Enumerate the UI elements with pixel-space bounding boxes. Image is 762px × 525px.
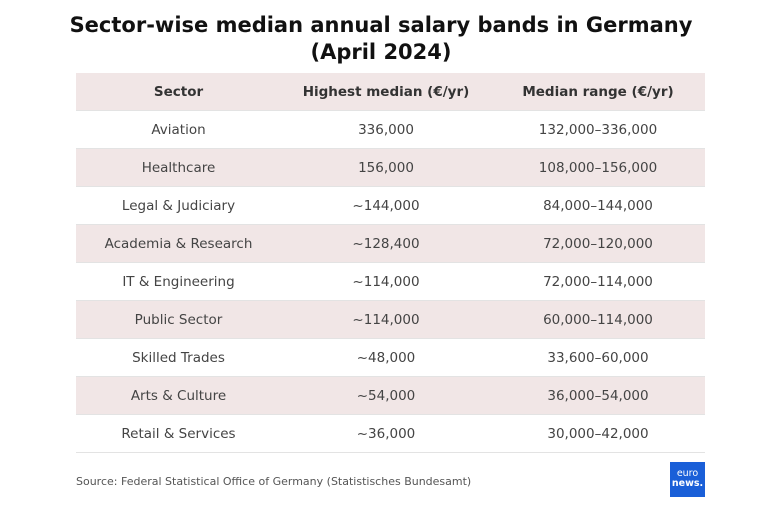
table-row: Legal & Judiciary ~144,000 84,000–144,000: [76, 186, 705, 225]
highest-median-cell: 156,000: [281, 148, 491, 187]
highest-median-cell: ~128,400: [281, 224, 491, 263]
sector-cell: Skilled Trades: [76, 338, 281, 377]
median-range-cell: 36,000–54,000: [491, 376, 705, 415]
table-body: Aviation 336,000 132,000–336,000 Healthcare…: [76, 110, 705, 453]
source-note: Source: Federal Statistical Office of Ge…: [76, 475, 472, 488]
table-header-row: Sector Highest median (€/yr) Median rang…: [76, 73, 705, 111]
logo-text-line-2: news.: [671, 478, 704, 489]
table-row: Academia & Research ~128,400 72,000–120,00…: [76, 224, 705, 263]
table-row: Healthcare 156,000 108,000–156,000: [76, 148, 705, 187]
salary-table: Sector Highest median (€/yr) Median rang…: [76, 73, 705, 453]
sector-cell: Retail & Services: [76, 414, 281, 453]
highest-median-cell: ~114,000: [281, 262, 491, 301]
logo-text-line-1: euro: [676, 468, 699, 479]
median-range-cell: 132,000–336,000: [491, 110, 705, 149]
euronews-logo: euro news.: [670, 462, 705, 497]
column-header-highest-median: Highest median (€/yr): [281, 73, 491, 111]
chart-title-line-2: (April 2024): [310, 40, 452, 64]
chart-title: Sector-wise median annual salary bands i…: [0, 12, 762, 66]
highest-median-cell: ~54,000: [281, 376, 491, 415]
highest-median-cell: ~144,000: [281, 186, 491, 225]
median-range-cell: 33,600–60,000: [491, 338, 705, 377]
median-range-cell: 108,000–156,000: [491, 148, 705, 187]
table-row: Aviation 336,000 132,000–336,000: [76, 110, 705, 149]
sector-cell: Arts & Culture: [76, 376, 281, 415]
table-row: Public Sector ~114,000 60,000–114,000: [76, 300, 705, 339]
highest-median-cell: ~48,000: [281, 338, 491, 377]
column-header-sector: Sector: [76, 73, 281, 111]
highest-median-cell: ~114,000: [281, 300, 491, 339]
table-row: Retail & Services ~36,000 30,000–42,000: [76, 414, 705, 453]
sector-cell: Healthcare: [76, 148, 281, 187]
median-range-cell: 72,000–120,000: [491, 224, 705, 263]
sector-cell: Public Sector: [76, 300, 281, 339]
table-row: Skilled Trades ~48,000 33,600–60,000: [76, 338, 705, 377]
sector-cell: Academia & Research: [76, 224, 281, 263]
sector-cell: Aviation: [76, 110, 281, 149]
sector-cell: IT & Engineering: [76, 262, 281, 301]
salary-table-container: Sector Highest median (€/yr) Median rang…: [76, 73, 705, 453]
highest-median-cell: 336,000: [281, 110, 491, 149]
highest-median-cell: ~36,000: [281, 414, 491, 453]
chart-title-line-1: Sector-wise median annual salary bands i…: [69, 13, 693, 37]
median-range-cell: 30,000–42,000: [491, 414, 705, 453]
median-range-cell: 84,000–144,000: [491, 186, 705, 225]
column-header-median-range: Median range (€/yr): [491, 73, 705, 111]
median-range-cell: 60,000–114,000: [491, 300, 705, 339]
table-row: IT & Engineering ~114,000 72,000–114,000: [76, 262, 705, 301]
median-range-cell: 72,000–114,000: [491, 262, 705, 301]
sector-cell: Legal & Judiciary: [76, 186, 281, 225]
table-row: Arts & Culture ~54,000 36,000–54,000: [76, 376, 705, 415]
